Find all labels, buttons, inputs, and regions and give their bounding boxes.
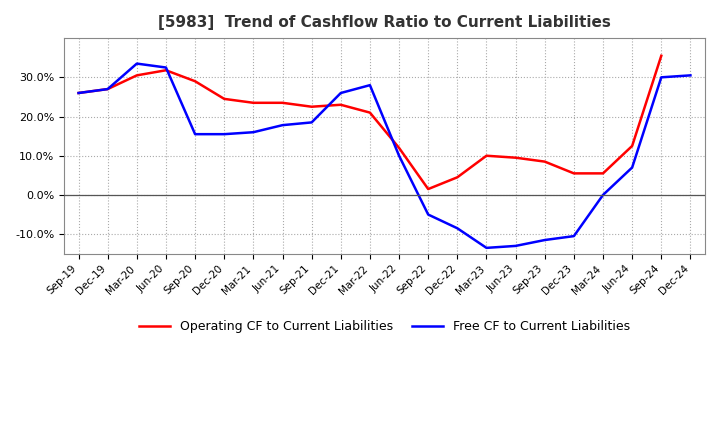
- Operating CF to Current Liabilities: [599, 171, 608, 176]
- Operating CF to Current Liabilities: [104, 86, 112, 92]
- Free CF to Current Liabilities: [161, 65, 170, 70]
- Title: [5983]  Trend of Cashflow Ratio to Current Liabilities: [5983] Trend of Cashflow Ratio to Curren…: [158, 15, 611, 30]
- Legend: Operating CF to Current Liabilities, Free CF to Current Liabilities: Operating CF to Current Liabilities, Fre…: [134, 315, 635, 338]
- Free CF to Current Liabilities: [191, 132, 199, 137]
- Operating CF to Current Liabilities: [541, 159, 549, 164]
- Operating CF to Current Liabilities: [74, 90, 83, 95]
- Free CF to Current Liabilities: [132, 61, 141, 66]
- Operating CF to Current Liabilities: [657, 53, 665, 59]
- Line: Free CF to Current Liabilities: Free CF to Current Liabilities: [78, 64, 690, 248]
- Free CF to Current Liabilities: [453, 226, 462, 231]
- Free CF to Current Liabilities: [307, 120, 316, 125]
- Free CF to Current Liabilities: [628, 165, 636, 170]
- Line: Operating CF to Current Liabilities: Operating CF to Current Liabilities: [78, 56, 661, 189]
- Free CF to Current Liabilities: [249, 129, 258, 135]
- Free CF to Current Liabilities: [570, 234, 578, 239]
- Free CF to Current Liabilities: [482, 245, 491, 250]
- Operating CF to Current Liabilities: [395, 145, 403, 150]
- Operating CF to Current Liabilities: [307, 104, 316, 110]
- Operating CF to Current Liabilities: [278, 100, 287, 106]
- Free CF to Current Liabilities: [686, 73, 695, 78]
- Operating CF to Current Liabilities: [628, 143, 636, 149]
- Operating CF to Current Liabilities: [132, 73, 141, 78]
- Operating CF to Current Liabilities: [336, 102, 345, 107]
- Free CF to Current Liabilities: [74, 90, 83, 95]
- Operating CF to Current Liabilities: [191, 79, 199, 84]
- Operating CF to Current Liabilities: [482, 153, 491, 158]
- Free CF to Current Liabilities: [366, 83, 374, 88]
- Free CF to Current Liabilities: [424, 212, 433, 217]
- Free CF to Current Liabilities: [541, 238, 549, 243]
- Operating CF to Current Liabilities: [249, 100, 258, 106]
- Free CF to Current Liabilities: [104, 86, 112, 92]
- Free CF to Current Liabilities: [511, 243, 520, 249]
- Free CF to Current Liabilities: [278, 122, 287, 128]
- Operating CF to Current Liabilities: [424, 187, 433, 192]
- Free CF to Current Liabilities: [657, 75, 665, 80]
- Operating CF to Current Liabilities: [366, 110, 374, 115]
- Free CF to Current Liabilities: [395, 153, 403, 158]
- Free CF to Current Liabilities: [336, 90, 345, 95]
- Operating CF to Current Liabilities: [161, 68, 170, 73]
- Free CF to Current Liabilities: [220, 132, 228, 137]
- Operating CF to Current Liabilities: [511, 155, 520, 160]
- Free CF to Current Liabilities: [599, 192, 608, 198]
- Operating CF to Current Liabilities: [220, 96, 228, 102]
- Operating CF to Current Liabilities: [570, 171, 578, 176]
- Operating CF to Current Liabilities: [453, 175, 462, 180]
